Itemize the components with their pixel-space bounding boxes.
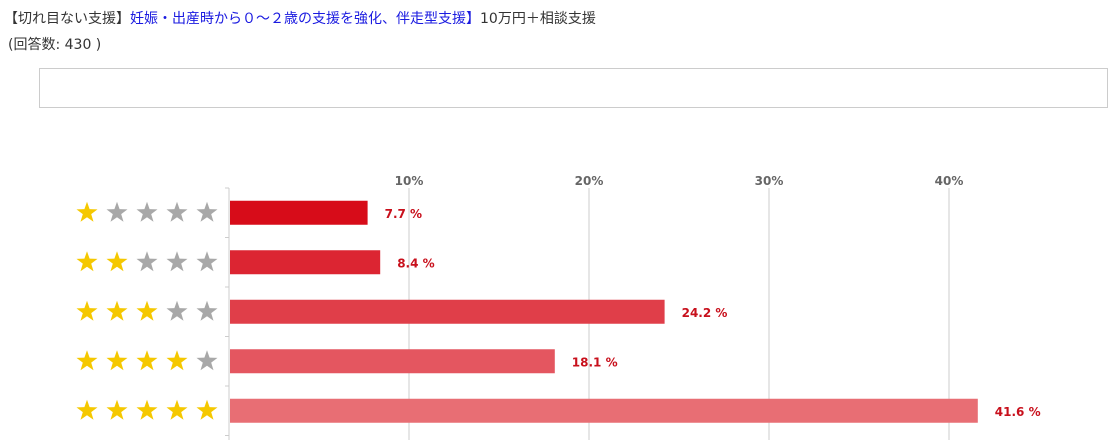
star-filled-icon (106, 399, 128, 420)
star-filled-icon (76, 300, 98, 321)
star-empty-icon (166, 251, 188, 272)
star-empty-icon (136, 201, 158, 222)
star-filled-icon (106, 350, 128, 371)
comment-box (39, 68, 1108, 108)
bar-value-label: 41.6 % (995, 405, 1041, 419)
star-empty-icon (166, 201, 188, 222)
x-tick-label: 40% (935, 174, 964, 188)
star-filled-icon (76, 251, 98, 272)
star-empty-icon (106, 201, 128, 222)
x-tick-label: 20% (575, 174, 604, 188)
star-filled-icon (106, 251, 128, 272)
star-filled-icon (166, 350, 188, 371)
bar-value-label: 18.1 % (572, 355, 618, 369)
response-count: (回答数: 430 ) (8, 37, 102, 53)
star-filled-icon (166, 399, 188, 420)
star-empty-icon (196, 350, 218, 371)
star-empty-icon (196, 300, 218, 321)
star-empty-icon (136, 251, 158, 272)
bar (230, 200, 368, 225)
star-filled-icon (136, 300, 158, 321)
x-tick-label: 30% (755, 174, 784, 188)
star-filled-icon (136, 399, 158, 420)
bar (230, 349, 555, 374)
bar (230, 299, 665, 324)
star-empty-icon (166, 300, 188, 321)
x-tick-label: 10% (395, 174, 424, 188)
bar-value-label: 24.2 % (682, 306, 728, 320)
star-filled-icon (76, 350, 98, 371)
star-filled-icon (136, 350, 158, 371)
title-link[interactable]: 妊娠・出産時から０～２歳の支援を強化、伴走型支援】 (130, 11, 480, 27)
bar-value-label: 7.7 % (385, 207, 422, 221)
bar-value-label: 8.4 % (397, 256, 434, 270)
bar (230, 250, 381, 275)
star-filled-icon (76, 201, 98, 222)
bar (230, 398, 978, 423)
star-empty-icon (196, 201, 218, 222)
star-filled-icon (106, 300, 128, 321)
question-title: 【切れ目ない支援】妊娠・出産時から０～２歳の支援を強化、伴走型支援】10万円＋相… (4, 8, 596, 28)
star-filled-icon (76, 399, 98, 420)
title-prefix: 【切れ目ない支援】 (4, 11, 130, 27)
star-filled-icon (196, 399, 218, 420)
star-empty-icon (196, 251, 218, 272)
title-suffix: 10万円＋相談支援 (480, 11, 596, 27)
